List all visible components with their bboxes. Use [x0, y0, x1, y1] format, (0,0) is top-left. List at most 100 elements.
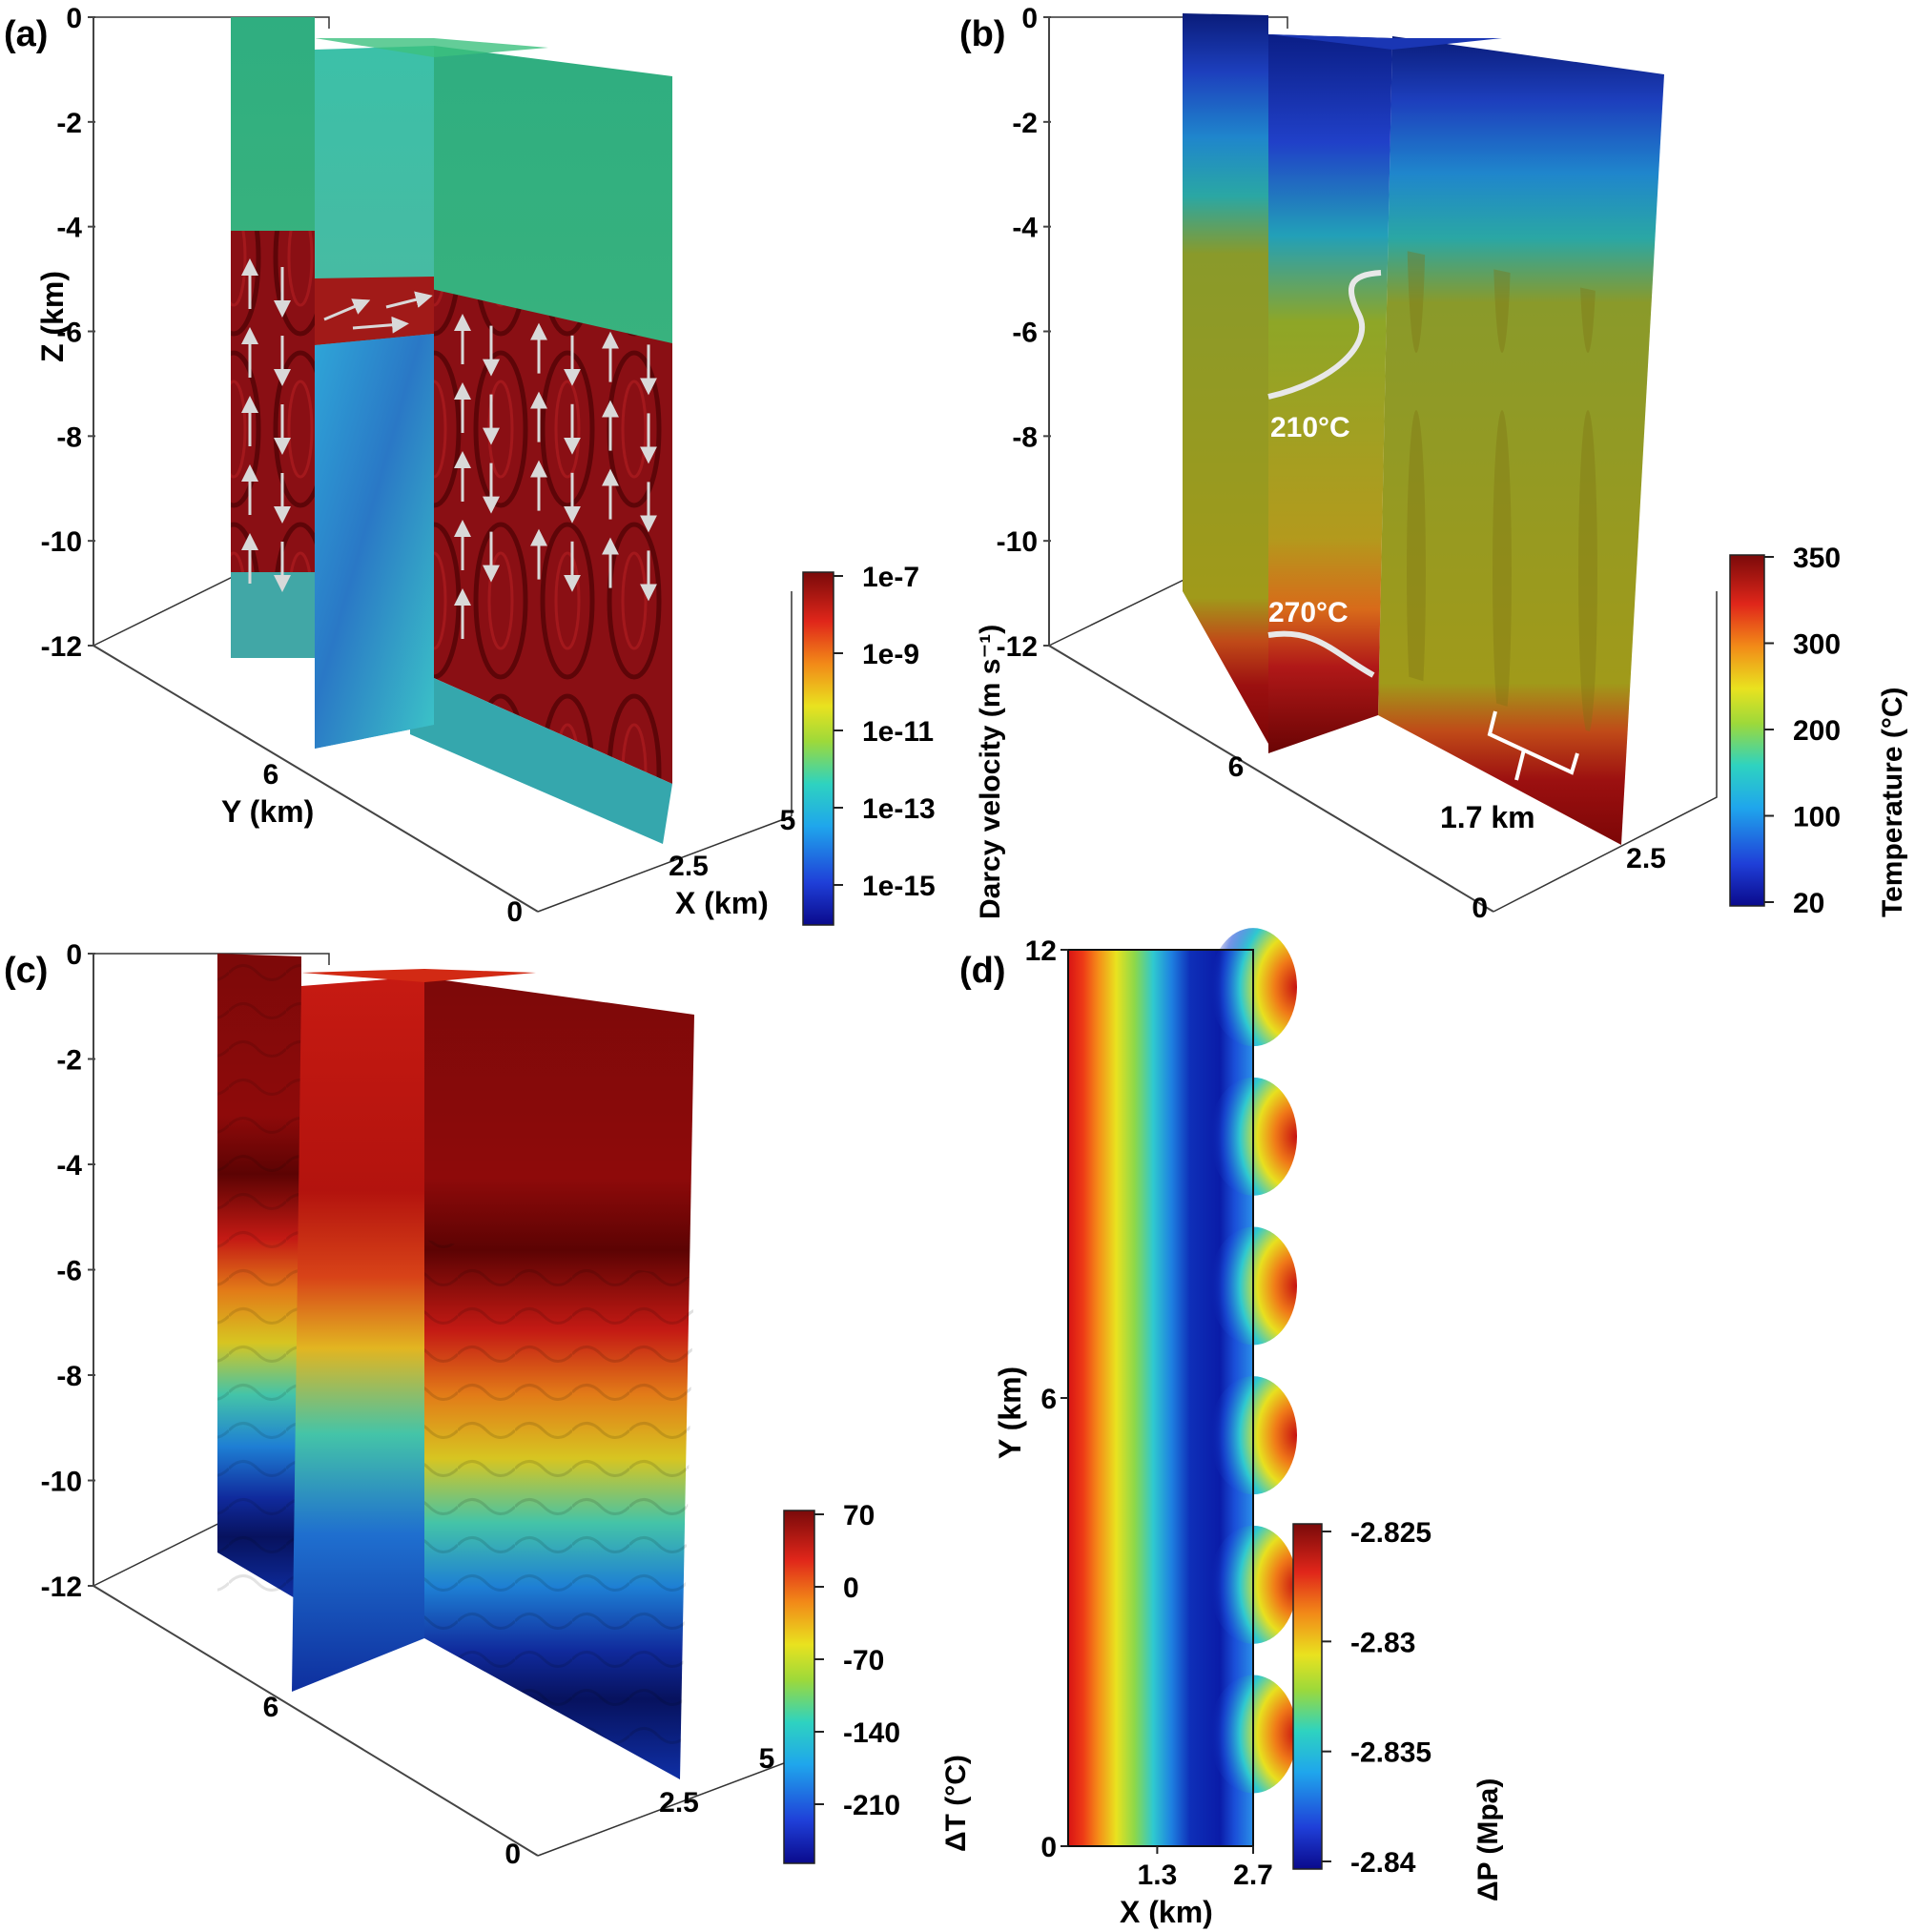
colorbar-tick-label: 70	[843, 1500, 875, 1531]
plane-xz-wave-c	[424, 1240, 694, 1779]
colorbar-tick-label: 1e-11	[862, 716, 934, 748]
plane-xz-bottom-a	[410, 668, 672, 844]
isotherm-label-270: 270°C	[1268, 597, 1349, 628]
x-tick-5-c: 5	[759, 1743, 775, 1775]
velocity-arrow	[352, 316, 409, 334]
colorbar-tick-label: -2.825	[1350, 1517, 1431, 1549]
z-tick-label: -10	[41, 1467, 82, 1498]
y-tick-0-a: 0	[506, 896, 523, 928]
colorbar-label-c: ΔT (°C)	[940, 1755, 972, 1852]
y-tick-6-c: 6	[263, 1692, 279, 1723]
y-tick-6-a: 6	[263, 759, 279, 791]
box-top-a	[93, 16, 330, 29]
panel-d: (d) 1.3 2.7 12 6 0 X (km) Y (km) -2.825 -2.83…	[959, 928, 1504, 1929]
colorbar-tick-label: 300	[1793, 629, 1841, 661]
colorbar-tick-label: -210	[843, 1790, 900, 1821]
colorbar-tick-label: 20	[1793, 888, 1824, 919]
plane-front-lower-a	[315, 334, 434, 749]
colorbar-tick-label: -2.84	[1350, 1847, 1416, 1879]
z-tick-label: 0	[66, 939, 82, 971]
isotherm-210	[1267, 270, 1382, 400]
z-tick-label: -8	[1012, 421, 1038, 453]
plane-xz-stripes-b	[1378, 248, 1664, 744]
colorbar-tick-label: 200	[1793, 715, 1841, 747]
x-tick-2.5-c: 2.5	[659, 1787, 699, 1819]
y-tick-label-d: 0	[1040, 1832, 1057, 1863]
plane-top-lip-b	[1268, 34, 1502, 50]
z-tick-label: -10	[997, 526, 1038, 558]
z-tick-label: -12	[997, 631, 1038, 663]
x-tick-2.5-a: 2.5	[669, 851, 709, 882]
x-tick-label-d: 2.7	[1233, 1860, 1273, 1891]
x-tick-label-d: 1.3	[1138, 1860, 1178, 1891]
z-tick-label: -2	[56, 1045, 82, 1077]
colorbar-c	[783, 1510, 815, 1864]
z-tick-label: -6	[1012, 318, 1038, 349]
y-tick-0-b: 0	[1472, 893, 1488, 924]
z-ticks-a: 0 -2 -4 -6 -8 -10 -12	[41, 3, 95, 663]
colorbar-tick-label: 1e-9	[862, 639, 919, 670]
panel-b: (b) 210°C 270°C 1.7 km 0 -2 -4 -6 -8 -10 -12 6…	[959, 3, 1908, 924]
colorbar-tick-label: 350	[1793, 543, 1841, 574]
colorbar-label-a: Darcy velocity (m s⁻¹)	[975, 625, 1006, 919]
colorbar-d	[1292, 1523, 1323, 1870]
z-tick-label: -12	[41, 1572, 82, 1603]
box-base-right-a	[537, 815, 793, 913]
plane-yz-bottom2-a	[231, 572, 315, 658]
y-axis-label-a: Y (km)	[221, 794, 314, 829]
colorbar-tick-label: 1e-7	[862, 562, 919, 593]
y-tick-label-d: 12	[1025, 935, 1057, 967]
y-tick-6-b: 6	[1228, 751, 1245, 783]
x-axis-label-d: X (km)	[1120, 1895, 1213, 1929]
colorbar-tick-label: 1e-13	[862, 793, 936, 825]
colorbar-label-d: ΔP (Mpa)	[1472, 1778, 1504, 1901]
z-tick-label: -4	[56, 213, 82, 244]
colorbar-tick-label: 0	[843, 1572, 859, 1604]
plane-top-lip-a	[315, 38, 548, 57]
panel-label-c: (c)	[4, 951, 48, 991]
axes-ticks-d: 1.3 2.7 12 6 0	[1025, 935, 1273, 1891]
colorbar-ticks-c: 70 0 -70 -140 -210	[814, 1500, 900, 1821]
plane-yz-wave-c	[217, 954, 301, 1602]
colorbar-tick-label: 100	[1793, 802, 1841, 833]
box-top-c	[93, 953, 330, 965]
plane-yz-convection-a	[231, 231, 315, 616]
colorbar-tick-label: -70	[843, 1645, 884, 1676]
z-tick-label: -2	[1012, 108, 1038, 139]
scale-label-b: 1.7 km	[1440, 800, 1535, 834]
isotherm-270	[1267, 630, 1375, 678]
panel-a: (a) 0 -2 -4 -6 -8 -10 -12 Z (km) 6 Y (km) 0 2.…	[4, 3, 1006, 928]
z-tick-label: -8	[56, 421, 82, 453]
z-tick-label: -12	[41, 631, 82, 663]
colorbar-ticks-a: 1e-7 1e-9 1e-11 1e-13 1e-15	[834, 562, 936, 902]
colorbar-ticks-b: 350 300 200 100 20	[1764, 543, 1841, 919]
z-tick-label: -8	[56, 1361, 82, 1392]
colorbar-a	[802, 571, 834, 926]
colorbar-tick-label: 1e-15	[862, 871, 936, 902]
z-tick-label: -4	[56, 1150, 82, 1182]
plane-front-convection-a	[315, 277, 434, 345]
plane-yz-b	[1183, 13, 1268, 744]
isotherm-label-210: 210°C	[1270, 412, 1350, 443]
z-ticks-b: 0 -2 -4 -6 -8 -10 -12	[997, 3, 1051, 663]
panel-c: (c) 0 -2 -4 -6 -8 -10 -12 6 0 2.5 5 70 0 -70 -140…	[4, 939, 972, 1870]
colorbar-tick-label: -2.835	[1350, 1737, 1431, 1769]
x-tick-2.5-b: 2.5	[1626, 843, 1666, 874]
velocity-arrow	[385, 291, 433, 309]
colorbar-label-b: Temperature (°C)	[1877, 688, 1908, 917]
velocity-arrows-a	[241, 258, 657, 639]
scale-bracket-tick-b	[1514, 749, 1526, 781]
colorbar-ticks-d: -2.825 -2.83 -2.835 -2.84	[1322, 1517, 1431, 1879]
plane-top-lip-c	[301, 969, 536, 982]
plane-front-b	[1268, 34, 1392, 753]
z-axis-label-a: Z (km)	[35, 271, 70, 362]
x-axis-label-a: X (km)	[675, 886, 769, 920]
z-ticks-c: 0 -2 -4 -6 -8 -10 -12	[41, 939, 95, 1603]
z-tick-label: 0	[66, 3, 82, 34]
y-tick-0-c: 0	[504, 1839, 521, 1870]
z-tick-label: -10	[41, 526, 82, 558]
panel-label-a: (a)	[4, 14, 48, 54]
velocity-arrow	[323, 298, 371, 321]
z-tick-label: -4	[1012, 213, 1038, 244]
